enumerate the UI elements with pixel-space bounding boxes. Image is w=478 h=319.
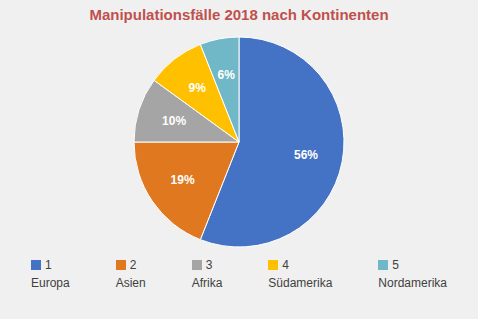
html-text:Nordamerika: Nordamerika: [378, 276, 447, 290]
html-text:2: 2: [129, 258, 137, 272]
html-text:5: 5: [392, 258, 399, 272]
html-text:4: 4: [282, 258, 289, 272]
svg-text:6%: 6%: [218, 68, 236, 82]
html-text:Afrika: Afrika: [191, 276, 223, 290]
html-text:Asien: Asien: [115, 276, 146, 290]
html-text:Südamerika: Südamerika: [268, 276, 333, 290]
svg-text:56%: 56%: [294, 148, 318, 162]
html-text:Manipulationsfälle 2018 nach K: Manipulationsfälle 2018 nach Kontinenten: [89, 6, 389, 23]
html-text:Europa: Europa: [31, 276, 70, 290]
svg-text:9%: 9%: [188, 81, 206, 95]
svg-text:19%: 19%: [171, 173, 195, 187]
html-text:3: 3: [205, 258, 213, 272]
svg-text:10%: 10%: [162, 114, 186, 128]
html-text:1: 1: [45, 258, 52, 272]
